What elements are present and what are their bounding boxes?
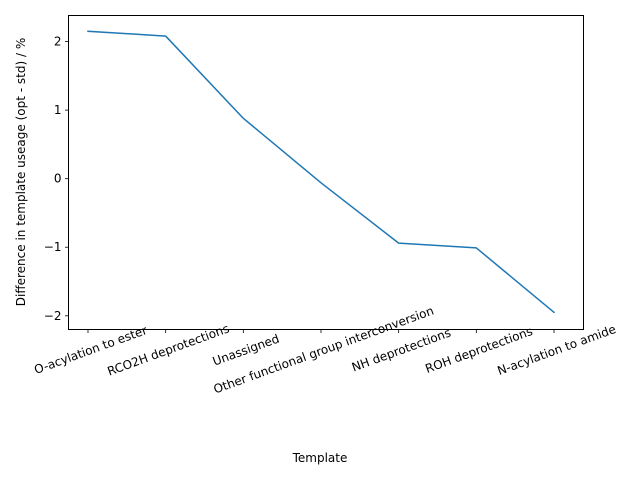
plot-frame	[68, 15, 584, 330]
y-tick-label: 1	[54, 103, 62, 117]
y-axis-label: Difference in template useage (opt - std…	[14, 38, 28, 306]
y-tick-label: 0	[54, 172, 62, 186]
y-axis-ticks: −2 −1 0 1 2	[44, 35, 69, 323]
y-tick-label: −1	[44, 240, 62, 254]
y-tick-label: −2	[44, 309, 62, 323]
series-line	[87, 30, 556, 314]
x-axis-label: Template	[292, 451, 348, 465]
y-tick-label: 2	[54, 35, 62, 49]
